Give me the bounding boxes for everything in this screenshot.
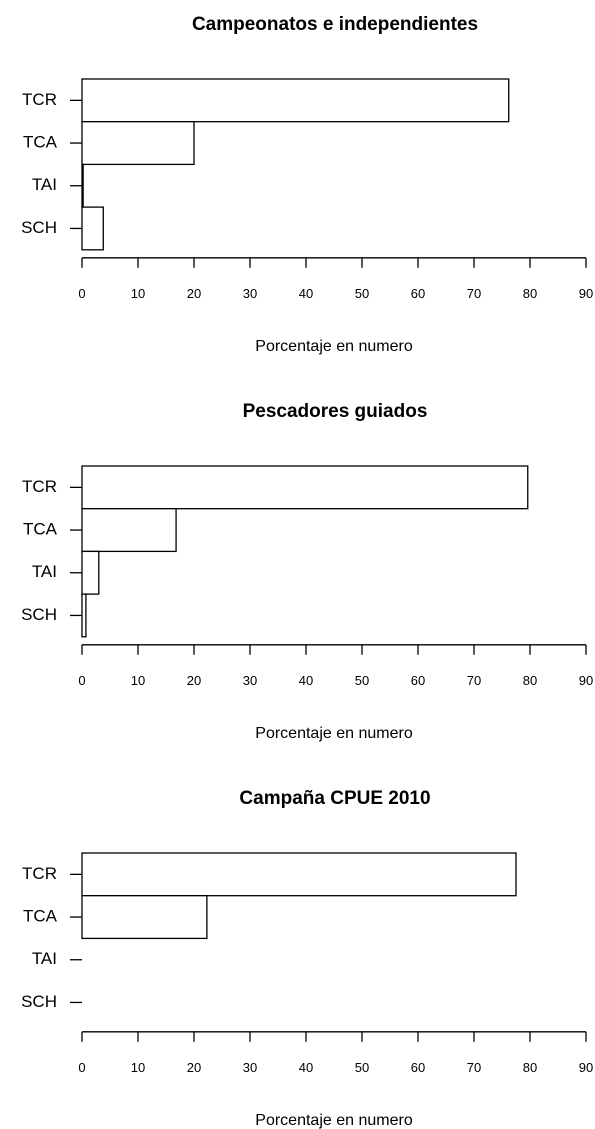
x-tick-label: 10 <box>131 286 145 301</box>
x-tick-label: 60 <box>411 673 425 688</box>
x-tick-label: 0 <box>78 1060 85 1075</box>
y-tick-label: TAI <box>32 949 57 968</box>
bar <box>81 163 84 208</box>
x-tick-label: 10 <box>131 673 145 688</box>
y-tick-label: TAI <box>32 175 57 194</box>
x-tick-label: 40 <box>299 673 313 688</box>
y-tick-label: TCR <box>22 90 57 109</box>
x-tick-label: 60 <box>411 1060 425 1075</box>
x-tick-label: 30 <box>243 673 257 688</box>
x-tick-label: 20 <box>187 286 201 301</box>
x-tick-label: 40 <box>299 286 313 301</box>
bar <box>81 78 510 123</box>
x-axis-label: Porcentaje en numero <box>255 338 413 355</box>
x-tick-label: 90 <box>579 286 593 301</box>
x-tick-label: 40 <box>299 1060 313 1075</box>
x-tick-label: 60 <box>411 286 425 301</box>
x-tick-label: 30 <box>243 1060 257 1075</box>
x-tick-label: 50 <box>355 673 369 688</box>
x-tick-label: 0 <box>78 286 85 301</box>
x-tick-label: 70 <box>467 286 481 301</box>
bar <box>81 121 195 166</box>
x-tick-label: 70 <box>467 673 481 688</box>
x-tick-label: 70 <box>467 1060 481 1075</box>
x-tick-label: 20 <box>187 1060 201 1075</box>
bar <box>81 508 177 553</box>
chart: Campaña CPUE 2010 TCR TCA TAI SCH 0 10 20 30 40 50… <box>21 788 593 1129</box>
x-tick-label: 80 <box>523 1060 537 1075</box>
y-tick-label: SCH <box>21 218 57 237</box>
y-tick-label: TAI <box>32 562 57 581</box>
bar <box>81 593 87 638</box>
bar <box>81 550 100 595</box>
x-tick-label: 80 <box>523 673 537 688</box>
x-tick-label: 10 <box>131 1060 145 1075</box>
y-tick-label: TCA <box>23 133 58 152</box>
y-tick-label: TCR <box>22 864 57 883</box>
x-axis-label: Porcentaje en numero <box>255 1112 413 1129</box>
x-tick-label: 50 <box>355 286 369 301</box>
chart-title: Campeonatos e independientes <box>192 14 478 35</box>
y-tick-label: TCA <box>23 907 58 926</box>
bar <box>81 465 529 510</box>
y-tick-label: SCH <box>21 605 57 624</box>
bar <box>81 852 517 897</box>
x-axis-label: Porcentaje en numero <box>255 725 413 742</box>
chart: Campeonatos e independientes TCR TCA TAI SCH… <box>21 14 593 355</box>
chart: Pescadores guiados TCR TCA TAI SCH 0 10 20 30 40 5… <box>21 401 593 742</box>
x-tick-label: 50 <box>355 1060 369 1075</box>
x-tick-label: 30 <box>243 286 257 301</box>
x-tick-label: 90 <box>579 1060 593 1075</box>
x-tick-label: 0 <box>78 673 85 688</box>
chart-title: Pescadores guiados <box>243 401 428 422</box>
y-tick-label: TCR <box>22 477 57 496</box>
x-tick-label: 20 <box>187 673 201 688</box>
chart-title: Campaña CPUE 2010 <box>239 788 430 809</box>
bar <box>81 895 208 940</box>
x-tick-label: 80 <box>523 286 537 301</box>
x-tick-label: 90 <box>579 673 593 688</box>
bar <box>81 206 104 251</box>
y-tick-label: TCA <box>23 520 58 539</box>
y-tick-label: SCH <box>21 992 57 1011</box>
